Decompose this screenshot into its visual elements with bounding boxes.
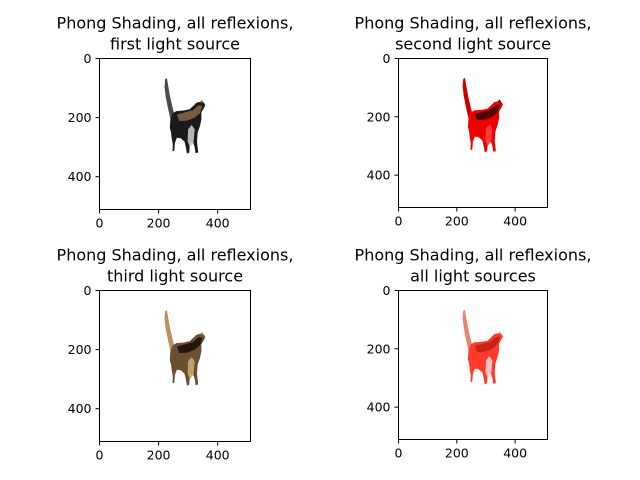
x-tick-label: 0 [96, 216, 104, 231]
y-tick-label: 0 [383, 51, 391, 66]
cat-image [164, 310, 206, 386]
y-tick-label: 200 [367, 341, 391, 356]
subplot-title-line: all light sources [410, 267, 536, 286]
cat-ear [497, 331, 502, 335]
cat-ear [200, 331, 204, 335]
y-tick-label: 200 [68, 110, 92, 125]
cat-tail [164, 78, 174, 120]
x-tick-label: 0 [395, 214, 403, 229]
y-tick-label: 200 [367, 109, 391, 124]
y-tick-label: 0 [84, 51, 92, 66]
cat-highlight-patch [187, 125, 195, 148]
x-tick-label: 200 [147, 448, 171, 463]
y-tick-label: 0 [84, 283, 92, 298]
subplot-2: 0 200 400 0 200 400 Phong Shading, all reflexi… [355, 14, 592, 229]
subplot-title-line: second light source [395, 35, 551, 54]
y-tick-label: 200 [68, 342, 92, 357]
subplot-title-line: Phong Shading, all reflexions, [355, 14, 592, 33]
cat-highlight-patch [485, 124, 493, 146]
x-tick-label: 0 [395, 446, 403, 461]
cat-highlight-patch [485, 356, 493, 378]
subplot-title-line: first light source [110, 35, 240, 54]
x-tick-label: 400 [503, 214, 527, 229]
x-tick-label: 200 [147, 216, 171, 231]
cat-tail [462, 77, 472, 119]
subplot-title-line: third light source [107, 267, 243, 286]
x-tick-label: 200 [445, 214, 469, 229]
cat-shading-patch [474, 104, 500, 121]
subplot-title-line: Phong Shading, all reflexions, [57, 246, 294, 265]
x-tick-label: 0 [96, 448, 104, 463]
subplot-3: 0 200 400 0 200 400 Phong Shading, all reflexi… [57, 246, 294, 463]
x-tick-label: 200 [445, 446, 469, 461]
y-tick-label: 400 [367, 168, 391, 183]
subplot-4: 0 200 400 0 200 400 Phong Shading, all reflexi… [355, 246, 592, 461]
cat-shading-patch [474, 336, 500, 353]
x-tick-label: 400 [206, 448, 230, 463]
y-tick-label: 400 [367, 400, 391, 415]
cat-highlight-patch [187, 357, 195, 380]
cat-ear [497, 99, 502, 103]
x-tick-label: 400 [503, 446, 527, 461]
cat-image [462, 77, 503, 153]
cat-image [164, 78, 206, 154]
cat-shading-patch [176, 105, 203, 122]
y-tick-label: 400 [68, 169, 92, 184]
subplot-1: 0 200 400 0 200 400 Phong Shading, all reflexi… [57, 14, 294, 231]
cat-shading-patch [176, 337, 203, 354]
cat-tail [164, 310, 174, 352]
subplot-title-line: Phong Shading, all reflexions, [57, 14, 294, 33]
y-tick-label: 400 [68, 401, 92, 416]
cat-tail [462, 309, 472, 351]
y-tick-label: 0 [383, 283, 391, 298]
cat-image [462, 309, 503, 385]
subplot-title-line: Phong Shading, all reflexions, [355, 246, 592, 265]
cat-ear [200, 99, 204, 103]
x-tick-label: 400 [206, 216, 230, 231]
